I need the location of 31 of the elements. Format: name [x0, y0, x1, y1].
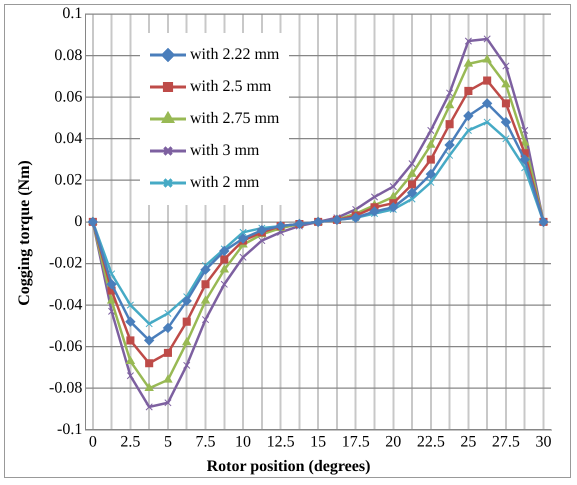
y-tick-label: 0.02	[54, 172, 82, 189]
x-tick-label: 22.5	[416, 434, 445, 451]
x-tick-label: 15	[310, 434, 326, 451]
legend-label: with 3 mm	[190, 142, 260, 160]
x-tick-label: 30	[535, 434, 552, 451]
legend-label: with 2.22 mm	[190, 46, 280, 64]
legend-label: with 2.75 mm	[190, 110, 280, 128]
x-tick-label: 7.5	[196, 434, 216, 451]
y-tick-label: 0.04	[54, 130, 82, 147]
x-tick-label: 20	[385, 434, 402, 451]
x-tick-label: 25	[460, 434, 476, 451]
y-tick-label: -0.1	[57, 421, 82, 438]
y-axis-title: Cogging torque (Nm)	[16, 160, 34, 306]
y-tick-label: 0.08	[54, 46, 82, 64]
y-tick-label: 0	[74, 213, 82, 230]
y-tick-label: 0.1	[62, 5, 82, 22]
y-tick-label: -0.08	[49, 379, 82, 396]
legend-label: with 2 mm	[190, 174, 260, 192]
x-tick-label: 12.5	[266, 434, 295, 451]
y-tick-label: -0.02	[49, 254, 82, 272]
x-axis-title: Rotor position (degrees)	[206, 458, 372, 476]
x-tick-label: 10	[235, 434, 252, 451]
y-tick-label: 0.06	[54, 88, 82, 106]
x-tick-label: 2.5	[120, 434, 140, 451]
x-tick-label: 5	[164, 434, 172, 451]
legend-label: with 2.5 mm	[190, 78, 272, 96]
x-tick-label: 17.5	[342, 434, 370, 451]
y-tick-label: -0.04	[49, 296, 82, 314]
x-tick-label: 27.5	[492, 434, 520, 451]
y-tick-label: -0.06	[49, 338, 82, 355]
x-tick-label: 0	[88, 434, 97, 451]
